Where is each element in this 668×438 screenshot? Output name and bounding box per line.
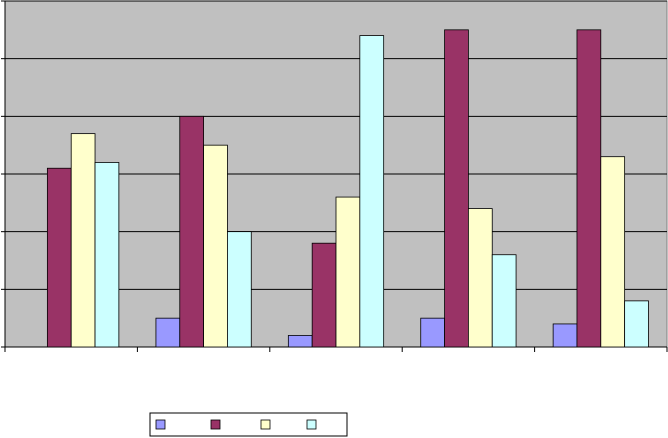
bar — [227, 231, 252, 348]
bar — [46, 167, 72, 348]
legend-box — [149, 412, 348, 437]
legend-swatch — [260, 419, 271, 430]
bar — [311, 242, 337, 348]
bar — [359, 35, 385, 348]
bar — [467, 208, 493, 348]
legend-swatch — [306, 419, 317, 430]
legend-swatch — [210, 419, 221, 430]
bar — [600, 156, 626, 348]
bar — [335, 196, 361, 348]
bar — [155, 317, 181, 348]
bar — [624, 300, 649, 348]
bar — [444, 29, 469, 348]
bar — [420, 317, 445, 348]
bar — [491, 254, 517, 348]
bar — [203, 144, 228, 348]
bar — [576, 29, 602, 348]
bar — [552, 323, 578, 348]
bar — [94, 162, 120, 348]
bar — [287, 335, 313, 348]
bar — [70, 133, 96, 348]
bar — [179, 115, 205, 348]
legend-swatch — [155, 419, 166, 430]
